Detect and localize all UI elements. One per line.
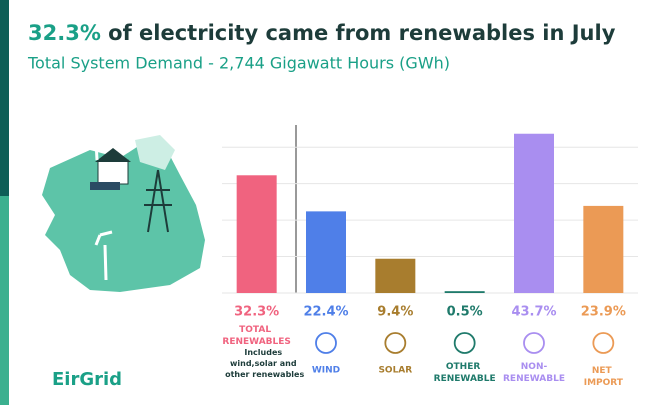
category-label: OTHER RENEWABLE: [434, 362, 496, 384]
bar: [236, 175, 277, 293]
category-label: NON-RENEWABLE: [503, 362, 565, 384]
value-label: 0.5%: [447, 305, 483, 320]
category-label: NET IMPORT: [584, 366, 624, 388]
title: 32.3% of electricity came from renewable…: [28, 21, 616, 45]
icon: [315, 332, 337, 354]
value-label: 43.7%: [511, 305, 556, 320]
note: Includes wind,solar and other renewables: [225, 348, 304, 379]
bar: [444, 291, 485, 293]
map-illustration: [42, 119, 205, 292]
icon: [384, 332, 407, 354]
value-label: 23.9%: [581, 305, 626, 320]
bar: [583, 205, 624, 293]
icon: [592, 332, 615, 354]
stripe: [0, 0, 9, 196]
bar: [306, 211, 346, 293]
subtitle: Total System Demand - 2,744 Gigawatt Hou…: [27, 54, 450, 73]
icon: [453, 332, 476, 354]
value-label: 32.3%: [234, 305, 279, 320]
logo: EirGrid: [52, 369, 122, 390]
bar: [375, 258, 416, 293]
category-label: WIND: [312, 366, 340, 376]
stripe: [0, 196, 9, 405]
category-label: TOTAL RENEWABLES: [222, 325, 290, 347]
value-label: 22.4%: [303, 305, 348, 320]
category-label: SOLAR: [378, 366, 412, 376]
icon: [523, 332, 545, 354]
value-label: 9.4%: [377, 305, 413, 320]
bar: [514, 133, 554, 293]
